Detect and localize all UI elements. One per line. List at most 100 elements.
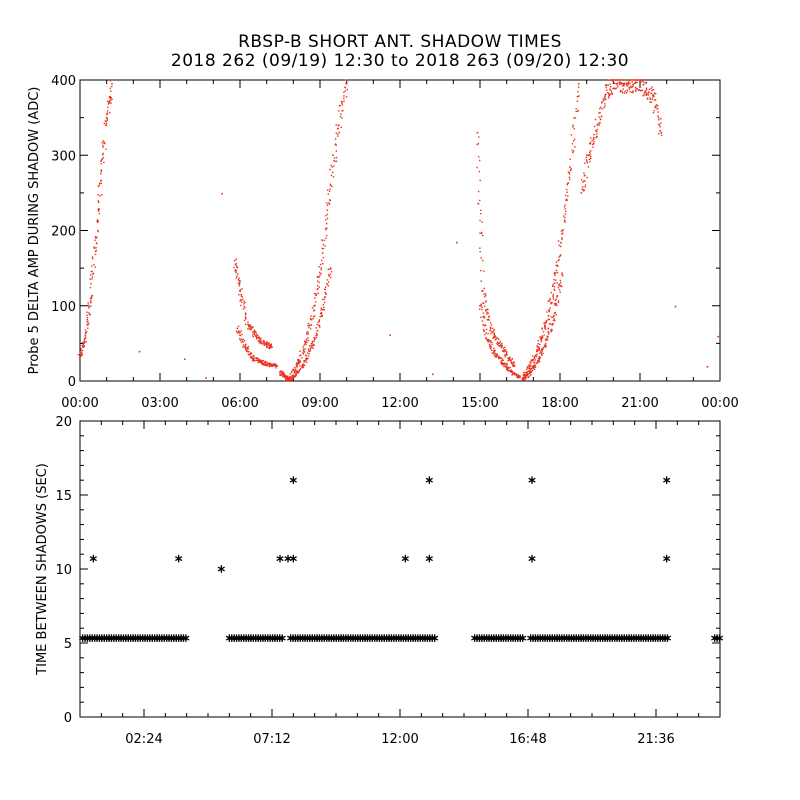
data-point (544, 328, 547, 330)
data-point (312, 317, 315, 320)
top-y-tick-label: 100 (51, 300, 76, 315)
bottom-y-tick-label: 15 (55, 489, 72, 504)
data-point (580, 179, 583, 181)
data-point (282, 374, 285, 376)
data-point (550, 316, 552, 318)
data-point (87, 320, 89, 323)
data-point (269, 344, 271, 346)
data-point (106, 118, 109, 120)
data-point (495, 356, 497, 358)
data-point (649, 101, 651, 103)
data-point (660, 134, 663, 136)
data-point (609, 83, 611, 85)
data-point (302, 346, 304, 348)
data-point (607, 91, 609, 94)
data-point (553, 289, 556, 291)
data-point (84, 341, 86, 343)
data-point (485, 332, 487, 334)
data-point (541, 335, 544, 337)
data-point (336, 135, 339, 137)
data-point (315, 301, 317, 303)
data-point (302, 363, 305, 365)
data-point (344, 90, 347, 92)
data-point (598, 112, 600, 114)
data-point (282, 371, 284, 373)
bottom-x-tick-label: 21:36 (637, 732, 674, 747)
data-point (292, 368, 295, 370)
data-point (317, 321, 319, 324)
data-point (260, 360, 262, 363)
data-point (287, 377, 289, 379)
data-point (235, 269, 238, 272)
data-point (90, 297, 93, 299)
data-point (629, 79, 632, 81)
data-point (271, 363, 274, 365)
data-point (105, 148, 107, 150)
data-point (627, 81, 630, 84)
data-point (340, 100, 343, 103)
data-point (297, 361, 300, 363)
data-point (629, 85, 632, 87)
data-point (552, 285, 554, 287)
data-point (610, 90, 613, 92)
data-point (608, 93, 610, 95)
data-point (581, 188, 583, 191)
data-point (309, 324, 311, 327)
data-point (483, 315, 485, 318)
data-point (552, 296, 554, 298)
data-point (340, 113, 342, 115)
data-point (544, 342, 547, 345)
data-point (92, 257, 94, 260)
data-point (249, 328, 252, 331)
data-point (321, 239, 323, 242)
data-point (556, 296, 558, 298)
top-x-tick-label: 15:00 (461, 396, 498, 411)
asterisk-stroke (663, 556, 671, 562)
data-point (341, 102, 343, 104)
data-point (274, 363, 276, 366)
data-point (96, 221, 99, 224)
data-point (401, 554, 409, 563)
data-point (480, 269, 482, 272)
data-point (655, 105, 657, 107)
data-point (596, 133, 598, 135)
data-point (326, 213, 329, 216)
data-point (580, 192, 583, 194)
data-point (554, 319, 556, 322)
data-point (92, 272, 95, 275)
data-point (90, 305, 92, 307)
data-point (556, 271, 559, 274)
data-point (238, 293, 240, 296)
data-point (549, 307, 551, 309)
data-point (556, 295, 559, 297)
data-point (279, 371, 281, 373)
data-point (572, 124, 574, 127)
data-point (536, 348, 538, 351)
data-point (256, 337, 258, 340)
data-point (569, 158, 571, 160)
data-point (614, 79, 616, 81)
data-point (628, 88, 630, 90)
data-point (649, 97, 651, 99)
data-point (593, 125, 596, 128)
data-point (527, 373, 529, 375)
data-point (498, 345, 501, 347)
data-point (477, 142, 480, 145)
data-point (240, 341, 243, 344)
data-point (577, 109, 579, 112)
data-point (622, 88, 624, 90)
data-point (234, 270, 237, 272)
data-point (305, 338, 308, 341)
data-point (320, 315, 323, 318)
data-point (313, 340, 315, 343)
data-point (594, 118, 597, 121)
data-point (89, 554, 97, 563)
data-point (489, 326, 492, 328)
data-point (477, 190, 480, 193)
data-point (674, 305, 677, 308)
data-point (297, 361, 299, 364)
data-point (541, 350, 543, 352)
data-point (618, 81, 621, 83)
data-point (577, 90, 579, 93)
